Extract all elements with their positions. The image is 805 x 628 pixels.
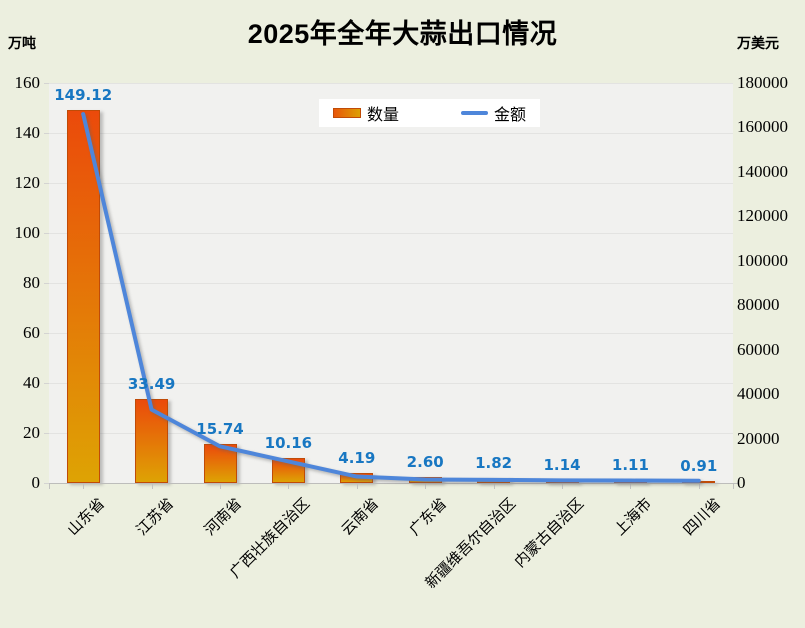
left-axis-tick-label: 80 — [23, 273, 40, 292]
left-axis-tick-label: 120 — [14, 173, 41, 192]
gridline — [49, 133, 733, 134]
gridline — [49, 383, 733, 384]
x-axis-label-四川省: 四川省 — [680, 495, 724, 539]
bar-value-label: 1.82 — [475, 454, 513, 473]
right-axis-tick-label: 160000 — [737, 117, 788, 137]
left-axis-tick-label: 0 — [31, 473, 41, 492]
legend-label-quantity: 数量 — [367, 107, 400, 124]
x-axis-label-广西壮族自治区: 广西壮族自治区 — [227, 495, 314, 582]
bar-value-label: 4.19 — [338, 448, 376, 467]
x-axis-tick — [288, 484, 290, 489]
chart-title: 2025年全年大蒜出口情况 — [247, 19, 558, 49]
bar-value-label: 10.16 — [264, 433, 313, 452]
x-axis-tick — [698, 484, 700, 489]
x-axis-tick — [425, 484, 427, 489]
right-axis-tick-label: 180000 — [737, 73, 788, 92]
right-axis-tick-label: 60000 — [737, 339, 780, 359]
bar-value-label: 33.49 — [127, 375, 176, 394]
left-axis-tick — [44, 383, 49, 384]
amount-series-swatch-icon — [461, 111, 489, 115]
bar-江苏省 — [135, 399, 169, 483]
right-axis-tick-label: 40000 — [737, 384, 780, 404]
x-axis-label-云南省: 云南省 — [338, 495, 382, 539]
left-axis-tick — [44, 183, 49, 184]
gridline — [49, 433, 733, 434]
legend-label-amount: 金额 — [494, 107, 527, 124]
x-axis-line — [44, 483, 738, 484]
amount-line-series — [81, 112, 701, 483]
x-axis-label-河南省: 河南省 — [201, 495, 246, 539]
x-axis-label-广东省: 广东省 — [407, 495, 451, 539]
x-axis-tick — [83, 484, 85, 489]
left-axis-tick — [44, 233, 49, 234]
right-axis-tick-label: 100000 — [737, 250, 788, 270]
left-axis-tick-label: 100 — [14, 223, 41, 242]
left-axis-tick — [44, 133, 49, 134]
plot-area: 149.12 33.49 15.74 10.16 4.19 2.60 1.82 1.14 1.1… — [49, 83, 733, 483]
x-axis-tick — [562, 484, 563, 489]
bar-value-label: 15.74 — [196, 419, 244, 438]
x-axis-tick — [733, 484, 734, 489]
quantity-series-swatch-icon — [333, 108, 361, 118]
gridline — [49, 233, 733, 234]
gridline — [49, 183, 733, 184]
bar-value-label: 0.91 — [680, 456, 718, 475]
left-axis-tick — [44, 83, 49, 84]
bar-value-label: 1.11 — [611, 456, 649, 475]
gridline — [49, 333, 733, 334]
left-axis-tick-label: 40 — [23, 373, 40, 392]
right-axis-tick-label: 80000 — [737, 295, 780, 315]
x-axis-label-新疆维吾尔自治区: 新疆维吾尔自治区 — [422, 495, 519, 593]
left-axis-tick-label: 20 — [23, 423, 40, 442]
right-axis-unit-label: 万美元 — [737, 37, 779, 52]
gridline — [49, 283, 733, 284]
right-axis-tick-label: 140000 — [737, 161, 788, 181]
bar-山东省 — [66, 110, 100, 483]
x-axis-tick — [356, 484, 358, 489]
left-axis-tick — [44, 433, 49, 434]
gridline — [49, 83, 733, 84]
x-axis-tick — [493, 484, 495, 489]
x-axis-label-上海市: 上海市 — [612, 495, 656, 539]
amount-line — [81, 112, 701, 483]
legend: 数量 金额 — [319, 99, 541, 127]
x-axis-label-内蒙古自治区: 内蒙古自治区 — [512, 495, 588, 571]
bar-value-label: 2.60 — [406, 452, 444, 471]
x-axis-tick — [220, 484, 221, 489]
right-axis-tick-label: 120000 — [737, 206, 788, 226]
bar-value-label: 1.14 — [543, 456, 581, 475]
left-axis-tick-label: 140 — [14, 123, 41, 142]
x-axis-label-江苏省: 江苏省 — [133, 495, 177, 539]
x-axis-tick — [49, 484, 50, 489]
left-axis-tick-label: 160 — [14, 73, 41, 92]
left-axis-unit-label: 万吨 — [8, 37, 36, 52]
left-axis-tick — [44, 483, 49, 484]
right-axis-tick-label: 20000 — [737, 428, 780, 448]
x-axis-tick — [630, 484, 632, 489]
left-axis-tick-label: 60 — [23, 323, 40, 342]
right-axis-tick-label: 0 — [737, 473, 746, 492]
left-axis-tick — [44, 283, 49, 284]
bar-value-label: 149.12 — [54, 86, 113, 105]
left-axis-tick — [44, 333, 49, 334]
x-axis-tick — [151, 484, 153, 489]
chart-page: { "title": "2025年全年大蒜出口情况", "units": { "… — [8, 19, 788, 593]
